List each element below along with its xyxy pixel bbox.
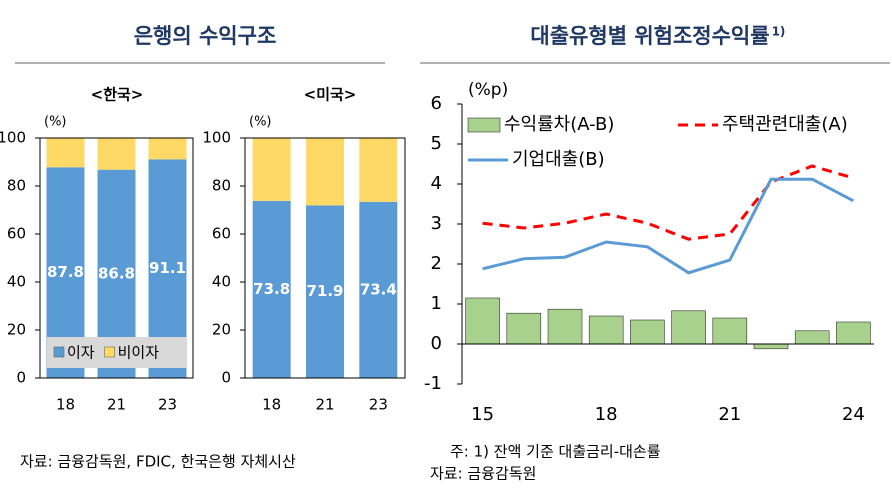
value-label: 87.8: [47, 263, 84, 281]
y-tick-label: 3: [431, 213, 442, 234]
bar-segment: [148, 138, 187, 160]
bar-segment: [252, 200, 291, 378]
x-tick-label: 23: [369, 396, 388, 414]
note: 주: 1) 잔액 기준 대출금리-대손률: [450, 443, 661, 461]
line: [482, 177, 855, 275]
plot-frame: [244, 137, 406, 379]
y-tick-label: 0: [431, 333, 442, 354]
y-tick-label: 2: [431, 253, 442, 274]
left-title: 은행의 수익구조: [134, 24, 277, 48]
x-tick-label: 21: [107, 396, 126, 414]
x-tick-label: 18: [56, 396, 75, 414]
chart-title: 대출유형별 위험조정수익률: [530, 24, 769, 48]
legend-label: 수익률차(A-B): [504, 114, 614, 135]
subtitle: <한국>: [91, 86, 144, 104]
y-tick-label: 20: [7, 321, 26, 339]
bar-segment: [97, 138, 136, 170]
y-tick-label: 100: [202, 129, 231, 147]
left-source: 자료: 금융감독원, FDIC, 한국은행 자체시산: [20, 453, 296, 471]
y-tick-label: 80: [7, 177, 26, 195]
y-tick-label: 1: [431, 293, 442, 314]
value-label: 73.4: [360, 280, 397, 298]
bar-segment: [306, 138, 344, 206]
bar-segment: [252, 138, 291, 201]
bar: [753, 343, 789, 350]
bar: [671, 310, 706, 345]
y-tick-label: 100: [0, 129, 26, 147]
bar: [547, 308, 583, 345]
y-tick-label: -1: [424, 373, 442, 394]
legend-label: 기업대출(B): [512, 149, 605, 170]
y-axis-label: (%): [249, 115, 272, 130]
y-tick-label: 40: [7, 273, 26, 291]
x-tick-label: 18: [595, 404, 618, 425]
x-tick-label: 21: [315, 396, 334, 414]
y-tick-label: 80: [212, 177, 231, 195]
bar: [630, 319, 665, 345]
bar-segment: [306, 205, 344, 378]
x-tick-label: 24: [842, 404, 865, 425]
x-tick-label: 18: [262, 396, 281, 414]
y-tick-label: 5: [431, 133, 442, 154]
line: [482, 164, 854, 241]
value-label: 86.8: [98, 264, 135, 282]
legend-label: 이자: [67, 344, 95, 362]
subtitle: <미국>: [304, 86, 357, 104]
title-note: 1): [772, 25, 786, 39]
y-tick-label: 40: [212, 273, 231, 291]
plot-frame: [39, 137, 194, 379]
y-tick-label: 0: [221, 369, 231, 387]
legend-label: 비이자: [118, 344, 160, 362]
legend-swatch: [467, 117, 501, 133]
y-tick-label: 4: [431, 173, 442, 194]
bar: [588, 315, 624, 345]
bar-segment: [359, 138, 398, 202]
y-tick-label: 60: [212, 225, 231, 243]
value-label: 73.8: [253, 280, 290, 298]
legend-box: [47, 337, 187, 368]
bar: [794, 330, 830, 345]
legend-label: 주택관련대출(A): [722, 114, 848, 135]
bar: [836, 321, 871, 345]
value-label: 71.9: [306, 282, 343, 300]
x-tick-label: 15: [471, 404, 494, 425]
source: 자료: 금융감독원: [430, 465, 536, 483]
y-axis-label: (%): [44, 115, 67, 130]
bar: [506, 312, 542, 345]
bar-segment: [46, 138, 85, 168]
bar-segment: [359, 201, 398, 378]
y-tick-label: 20: [212, 321, 231, 339]
y-tick-label: 0: [16, 369, 26, 387]
x-tick-label: 23: [158, 396, 177, 414]
y-axis-label: (%p): [468, 80, 508, 100]
legend-swatch: [53, 346, 65, 358]
x-tick-label: 21: [718, 404, 741, 425]
bar: [465, 297, 500, 345]
legend-swatch: [104, 346, 115, 358]
bar: [712, 317, 748, 345]
y-tick-label: 60: [7, 225, 26, 243]
y-tick-label: 6: [431, 93, 442, 114]
value-label: 91.1: [149, 259, 186, 277]
